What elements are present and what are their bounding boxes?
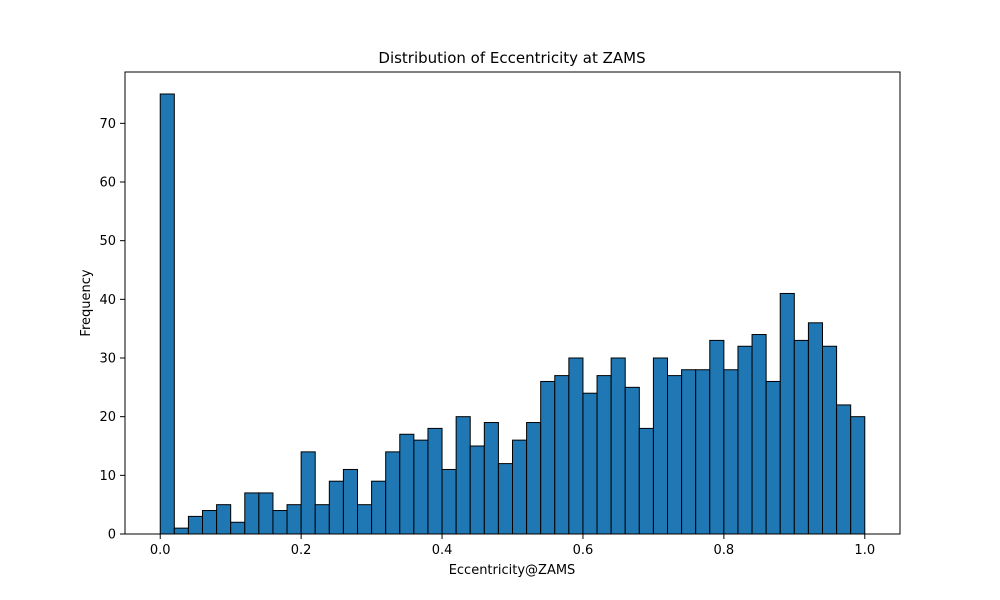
- histogram-bar: [399, 433, 415, 535]
- histogram-bar: [314, 504, 330, 535]
- histogram-bar: [681, 369, 697, 535]
- histogram-bar: [413, 439, 429, 535]
- histogram-bar: [258, 492, 274, 535]
- histogram-bar: [342, 468, 358, 535]
- histogram-bar: [272, 510, 288, 535]
- histogram-bar: [822, 345, 838, 535]
- y-tick-label: 60: [99, 176, 116, 191]
- x-tick-label: 0.4: [432, 543, 453, 558]
- histogram-bar: [765, 380, 781, 535]
- histogram-bar: [737, 345, 753, 535]
- histogram-bar: [328, 480, 344, 535]
- histogram-bar: [512, 439, 528, 535]
- histogram-bar: [850, 416, 866, 535]
- histogram-bar: [779, 292, 795, 535]
- y-tick-label: 0: [108, 528, 116, 543]
- histogram-bar: [441, 468, 457, 535]
- x-axis-ticks: 0.0 0.2 0.4 0.6 0.8 1.0: [150, 534, 875, 558]
- histogram-bar: [230, 521, 246, 535]
- histogram-bar: [371, 480, 387, 535]
- x-tick-label: 0.6: [573, 543, 594, 558]
- histogram-bar: [526, 422, 542, 535]
- histogram-bar: [836, 404, 852, 535]
- histogram-bar: [624, 386, 640, 535]
- plot-frame: [124, 71, 901, 535]
- x-axis-label: Eccentricity@ZAMS: [449, 563, 576, 578]
- histogram-bar: [427, 427, 443, 535]
- histogram-bar: [483, 422, 499, 535]
- histogram-bar: [300, 451, 316, 535]
- histogram-bar: [385, 451, 401, 535]
- y-tick-label: 70: [99, 117, 116, 132]
- histogram-bar: [187, 515, 203, 535]
- histogram-bar: [202, 510, 218, 535]
- y-tick-label: 30: [99, 352, 116, 367]
- x-tick-label: 0.2: [291, 543, 312, 558]
- histogram-bar: [652, 357, 669, 535]
- histogram-bar: [610, 357, 626, 535]
- chart-title: Distribution of Eccentricity at ZAMS: [378, 49, 645, 67]
- y-tick-label: 10: [99, 469, 116, 484]
- histogram-bar: [216, 504, 232, 535]
- y-axis-ticks: 0 10 20 30 40 50 60 70: [99, 117, 125, 543]
- histogram-bar: [554, 375, 570, 535]
- x-tick-label: 1.0: [854, 543, 875, 558]
- y-axis-label: Frequency: [79, 269, 94, 336]
- x-tick-label: 0.0: [150, 543, 171, 558]
- histogram-bar: [667, 375, 683, 535]
- histogram-bar: [695, 369, 711, 535]
- y-tick-label: 20: [99, 410, 116, 425]
- histogram-bar: [244, 492, 260, 535]
- histogram-bar: [582, 392, 598, 535]
- histogram-bar: [793, 339, 809, 535]
- histogram-bar: [807, 322, 824, 535]
- histogram-bar: [469, 445, 485, 535]
- histogram-bar: [159, 93, 175, 535]
- histogram-bar: [173, 527, 189, 535]
- histogram-bar: [723, 369, 739, 535]
- histogram-bar: [709, 339, 725, 535]
- histogram-bar: [286, 504, 302, 535]
- histogram-bar: [357, 504, 373, 535]
- y-tick-label: 40: [99, 293, 116, 308]
- histogram-bar: [596, 375, 612, 535]
- histogram-bar: [751, 334, 767, 535]
- histogram-bar: [540, 380, 556, 535]
- y-tick-label: 50: [99, 234, 116, 249]
- bars-group: [159, 93, 866, 535]
- histogram-bar: [455, 416, 471, 535]
- histogram-bar: [638, 427, 654, 535]
- x-tick-label: 0.8: [714, 543, 735, 558]
- histogram-bar: [497, 463, 513, 535]
- histogram-bar: [568, 357, 584, 535]
